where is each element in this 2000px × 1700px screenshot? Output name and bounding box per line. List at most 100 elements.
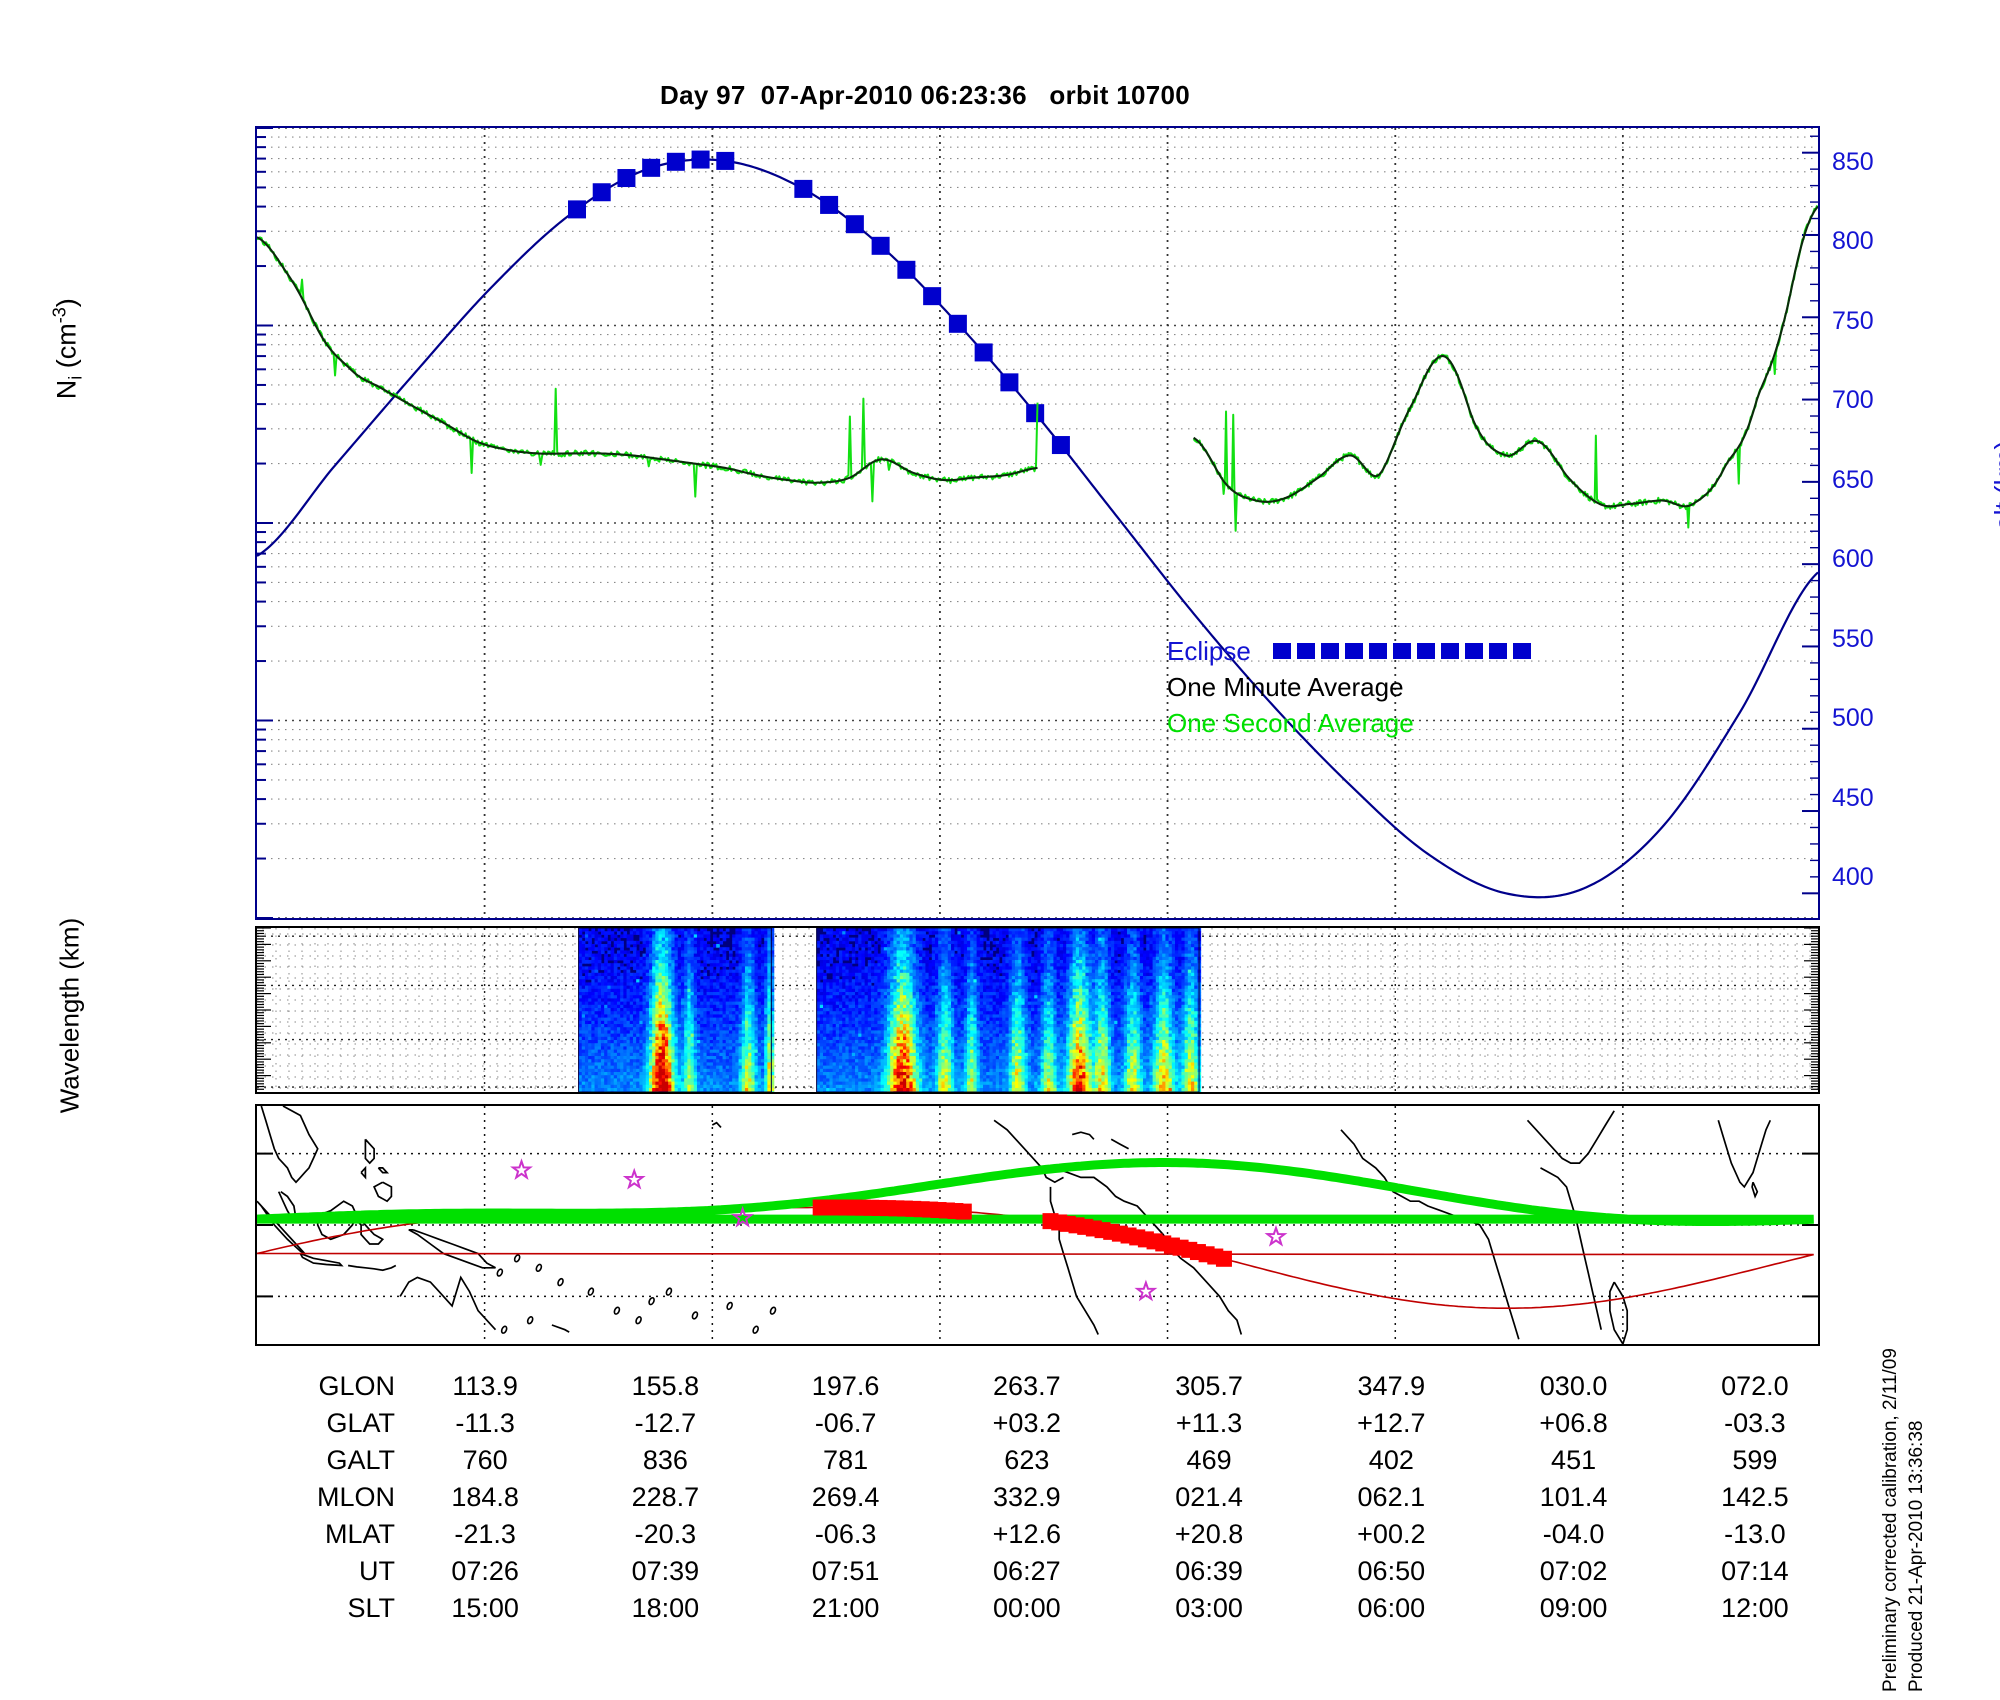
table-row-label: UT (359, 1556, 395, 1586)
table-cell: +06.8 (1539, 1408, 1608, 1438)
table-cell: 12:00 (1721, 1593, 1789, 1623)
legend-item-one-minute-average: One Minute Average (1167, 669, 1767, 705)
page-title: Day 97 07-Apr-2010 06:23:36 orbit 10700 (660, 80, 1190, 110)
table-cell: -06.7 (814, 1408, 877, 1438)
table-cell: -11.3 (455, 1408, 515, 1438)
table-cell: 113.9 (452, 1371, 518, 1401)
alt-axis-label: alt (km) (1989, 440, 2000, 531)
table-cell: 469 (1186, 1445, 1232, 1475)
table-cell: 142.5 (1721, 1482, 1789, 1512)
table-cell: -03.3 (1724, 1408, 1786, 1438)
table-cell: 21:00 (811, 1593, 880, 1623)
table-cell: 197.6 (811, 1371, 880, 1401)
table-row-label: MLAT (324, 1519, 395, 1549)
table-cell: 402 (1368, 1445, 1414, 1475)
table-row: UT 07:26 07:39 07:51 06:27 06:39 06:50 07:02 07:… (185, 1553, 1845, 1590)
table-cell: 228.7 (631, 1482, 700, 1512)
legend-label-one-minute-average: One Minute Average (1167, 671, 1404, 702)
legend-label-one-second-average: One Second Average (1167, 707, 1414, 738)
table-cell: 06:39 (1175, 1556, 1243, 1586)
alt-tick-400: 400 (1832, 863, 1874, 891)
alt-tick-450: 450 (1832, 784, 1874, 812)
alt-tick-800: 800 (1832, 227, 1874, 255)
produced-timestamp: Produced 21-Apr-2010 13:36:38 (1906, 1420, 1927, 1692)
calibration-note: Preliminary corrected calibration, 2/11/… (1880, 1348, 1901, 1692)
alt-tick-750: 750 (1832, 307, 1874, 335)
table-cell: +12.7 (1357, 1408, 1426, 1438)
table-cell: 18:00 (631, 1593, 700, 1623)
table-cell: 623 (1004, 1445, 1050, 1475)
table-cell: 072.0 (1721, 1371, 1789, 1401)
table-row: MLAT -21.3 -20.3 -06.3 +12.6 +20.8 +00.2 -04.0 -… (185, 1516, 1845, 1553)
wavelength-spectrogram-panel (255, 926, 1820, 1094)
alt-tick-850: 850 (1832, 148, 1874, 176)
alt-tick-700: 700 (1832, 386, 1874, 414)
table-cell: 06:27 (993, 1556, 1061, 1586)
alt-tick-550: 550 (1832, 625, 1874, 653)
table-cell: 451 (1551, 1445, 1597, 1475)
table-cell: -12.7 (634, 1408, 697, 1438)
table-cell: -13.0 (1724, 1519, 1786, 1549)
legend-item-eclipse: Eclipse (1167, 633, 1767, 669)
legend-swatch-eclipse (1272, 643, 1531, 659)
legend-label-eclipse: Eclipse (1167, 635, 1251, 666)
ephemeris-table: GLON 113.9 155.8 197.6 263.7 305.7 347.9 030.0 0… (185, 1368, 1845, 1627)
table-row: GALT 760 836 781 623 469 402 451 599 (185, 1442, 1845, 1479)
table-cell: 760 (462, 1445, 508, 1475)
table-cell: 347.9 (1357, 1371, 1426, 1401)
ground-track-map-panel (255, 1104, 1820, 1346)
table-cell: 263.7 (993, 1371, 1061, 1401)
table-cell: -06.3 (814, 1519, 877, 1549)
table-cell: 021.4 (1175, 1482, 1243, 1512)
ni-alt-chart-svg (257, 128, 1818, 918)
table-cell: 09:00 (1539, 1593, 1608, 1623)
spectrogram-svg (257, 928, 1818, 1092)
table-cell: +00.2 (1357, 1519, 1426, 1549)
table-cell: 07:51 (811, 1556, 880, 1586)
table-cell: 07:26 (451, 1556, 519, 1586)
table-cell: -20.3 (634, 1519, 697, 1549)
table-cell: 07:02 (1539, 1556, 1608, 1586)
table-cell: 07:39 (631, 1556, 700, 1586)
alt-tick-650: 650 (1832, 466, 1874, 494)
table-cell: 101.4 (1539, 1482, 1608, 1512)
table-row-label: GLAT (326, 1408, 395, 1438)
table-cell: 15:00 (451, 1593, 519, 1623)
table-cell: 269.4 (811, 1482, 880, 1512)
table-cell: 305.7 (1175, 1371, 1243, 1401)
table-cell: 062.1 (1357, 1482, 1426, 1512)
table-cell: 781 (823, 1445, 869, 1475)
table-row-label: GLON (318, 1371, 395, 1401)
table-cell: -04.0 (1542, 1519, 1605, 1549)
table-cell: +03.2 (992, 1408, 1061, 1438)
table-row-label: GALT (326, 1445, 395, 1475)
wavelength-axis-label: Wavelength (km) (54, 917, 85, 1114)
chart-legend: Eclipse One Minute Average One Second Av… (1167, 633, 1767, 741)
table-cell: 03:00 (1175, 1593, 1243, 1623)
table-row: GLON 113.9 155.8 197.6 263.7 305.7 347.9 030.0 0… (185, 1368, 1845, 1405)
table-cell: +11.3 (1175, 1408, 1243, 1438)
table-cell: 599 (1732, 1445, 1778, 1475)
table-cell: 184.8 (451, 1482, 519, 1512)
ni-axis-label: Ni (cm-3) (49, 298, 86, 400)
alt-tick-500: 500 (1832, 704, 1874, 732)
table-row-label: MLON (316, 1482, 395, 1512)
table-cell: -21.3 (454, 1519, 516, 1549)
map-svg (257, 1106, 1818, 1344)
table-cell: 07:14 (1721, 1556, 1789, 1586)
table-row: GLAT -11.3 -12.7 -06.7 +03.2 +11.3 +12.7 +06.8 -… (185, 1405, 1845, 1442)
table-row: MLON 184.8 228.7 269.4 332.9 021.4 062.1 101.4 1… (185, 1479, 1845, 1516)
table-cell: 06:00 (1357, 1593, 1426, 1623)
table-cell: 030.0 (1539, 1371, 1608, 1401)
table-cell: 332.9 (993, 1482, 1061, 1512)
ni-alt-plot-panel: Eclipse One Minute Average One Second Av… (255, 126, 1820, 920)
table-cell: 155.8 (631, 1371, 700, 1401)
table-cell: +12.6 (992, 1519, 1061, 1549)
table-cell: 836 (642, 1445, 688, 1475)
table-row: SLT 15:00 18:00 21:00 00:00 03:00 06:00 09:00 12… (185, 1590, 1845, 1627)
table-cell: 06:50 (1357, 1556, 1426, 1586)
legend-item-one-second-average: One Second Average (1167, 705, 1767, 741)
table-cell: 00:00 (993, 1593, 1061, 1623)
alt-tick-600: 600 (1832, 545, 1874, 573)
